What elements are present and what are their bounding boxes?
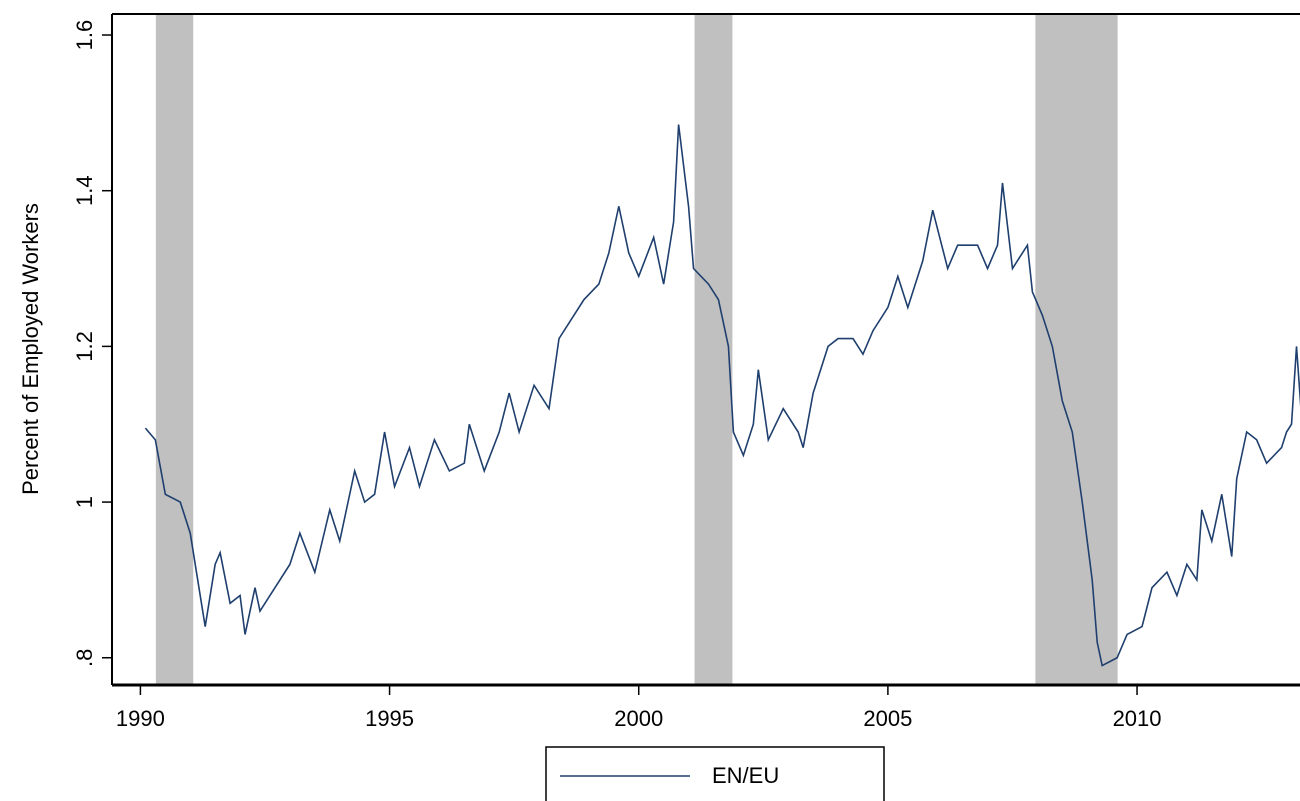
x-tick-label: 1990 — [116, 706, 165, 731]
y-tick-label: .8 — [72, 649, 97, 667]
recession-band — [1035, 14, 1118, 685]
x-tick-label: 1995 — [365, 706, 414, 731]
x-tick-label: 2000 — [614, 706, 663, 731]
y-tick-label: 1.2 — [72, 331, 97, 362]
x-tick-label: 2005 — [863, 706, 912, 731]
x-tick-label: 2010 — [1113, 706, 1162, 731]
y-axis-label: Percent of Employed Workers — [18, 203, 43, 495]
y-tick-label: 1.4 — [72, 175, 97, 206]
y-tick-label: 1 — [72, 496, 97, 508]
data-line — [144, 124, 1300, 667]
y-tick-label: 1.6 — [72, 20, 97, 51]
recession-band — [155, 14, 194, 685]
legend-box — [545, 746, 885, 801]
legend-label: EN/EU — [712, 763, 779, 788]
recession-band — [694, 14, 733, 685]
